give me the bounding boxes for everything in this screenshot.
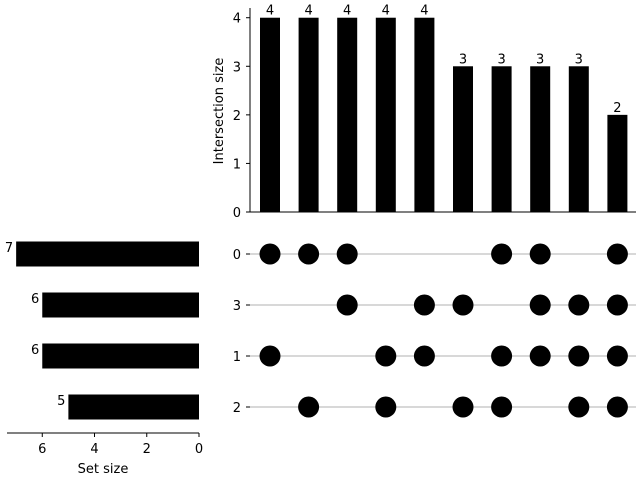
matrix-row-label: 1 bbox=[233, 350, 241, 365]
intersection-bar bbox=[491, 66, 512, 213]
intersection-y-tick-label: 0 bbox=[233, 206, 241, 221]
intersection-bar bbox=[337, 17, 358, 213]
set-size-bar bbox=[42, 292, 199, 318]
intersection-bar bbox=[375, 17, 396, 213]
intersection-bar-label: 4 bbox=[304, 4, 312, 19]
intersection-y-tick-label: 3 bbox=[233, 60, 241, 75]
matrix-row-label: 0 bbox=[233, 248, 241, 263]
membership-dot bbox=[491, 396, 513, 418]
membership-dot bbox=[336, 243, 358, 265]
membership-dot bbox=[568, 294, 590, 316]
set-size-bar-label: 6 bbox=[31, 292, 39, 307]
membership-dot bbox=[375, 396, 397, 418]
intersection-bar-label: 4 bbox=[343, 4, 351, 19]
intersection-bar-label: 4 bbox=[266, 4, 274, 19]
membership-dot bbox=[336, 294, 358, 316]
membership-dot bbox=[491, 345, 513, 367]
membership-dot bbox=[529, 243, 551, 265]
membership-dot bbox=[375, 345, 397, 367]
membership-dot bbox=[259, 243, 281, 265]
membership-dot bbox=[606, 396, 628, 418]
intersection-bar-label: 3 bbox=[497, 52, 505, 67]
membership-dot bbox=[606, 294, 628, 316]
set-size-bar bbox=[16, 241, 200, 267]
membership-dot bbox=[298, 243, 320, 265]
intersection-bar-label: 2 bbox=[613, 101, 621, 116]
membership-dot bbox=[529, 345, 551, 367]
membership-dot bbox=[452, 294, 474, 316]
set-size-x-tick-label: 6 bbox=[38, 442, 46, 457]
intersection-bar bbox=[260, 17, 280, 213]
membership-dot bbox=[529, 294, 551, 316]
membership-dot bbox=[606, 345, 628, 367]
intersection-bar bbox=[414, 17, 435, 213]
intersection-size-panel: 0 1 2 3 4 4 4 4 4 4 3 3 3 3 2 bbox=[233, 4, 636, 221]
intersection-y-tick-label: 4 bbox=[233, 12, 241, 27]
membership-dot bbox=[413, 345, 435, 367]
set-size-bar bbox=[68, 394, 199, 420]
intersection-y-tick-label: 2 bbox=[233, 109, 241, 124]
matrix-row-label: 2 bbox=[233, 401, 241, 416]
membership-dot bbox=[298, 396, 320, 418]
set-size-panel: 6 4 2 0 7 6 6 5 bbox=[5, 241, 203, 457]
set-size-bar-label: 5 bbox=[57, 394, 65, 409]
intersection-bar bbox=[530, 66, 551, 213]
intersection-bar-label: 3 bbox=[459, 52, 467, 67]
membership-matrix-panel: 0 3 1 2 bbox=[233, 243, 636, 418]
membership-dot bbox=[606, 243, 628, 265]
set-size-bar-label: 6 bbox=[31, 343, 39, 358]
membership-dot bbox=[491, 243, 513, 265]
membership-dot bbox=[452, 396, 474, 418]
intersection-bar bbox=[568, 66, 589, 213]
intersection-bar-label: 3 bbox=[536, 52, 544, 67]
intersection-bar-label: 4 bbox=[382, 4, 390, 19]
set-size-x-tick-label: 2 bbox=[143, 442, 151, 457]
intersection-bar bbox=[607, 114, 628, 212]
intersection-bar-label: 3 bbox=[575, 52, 583, 67]
intersection-bar-label: 4 bbox=[420, 4, 428, 19]
intersection-bar bbox=[453, 66, 473, 213]
intersection-size-axis-label: Intersection size bbox=[212, 58, 227, 165]
membership-dot bbox=[413, 294, 435, 316]
set-size-axis-label: Set size bbox=[78, 462, 129, 477]
set-size-x-tick-label: 0 bbox=[195, 442, 203, 457]
intersection-y-tick-label: 1 bbox=[233, 157, 241, 172]
intersection-bar bbox=[298, 17, 319, 213]
membership-dot bbox=[259, 345, 281, 367]
matrix-row-label: 3 bbox=[233, 299, 241, 314]
membership-dot bbox=[568, 396, 590, 418]
set-size-bar bbox=[42, 343, 199, 369]
membership-dot bbox=[568, 345, 590, 367]
set-size-bar-label: 7 bbox=[5, 241, 13, 256]
set-size-x-tick-label: 4 bbox=[90, 442, 98, 457]
